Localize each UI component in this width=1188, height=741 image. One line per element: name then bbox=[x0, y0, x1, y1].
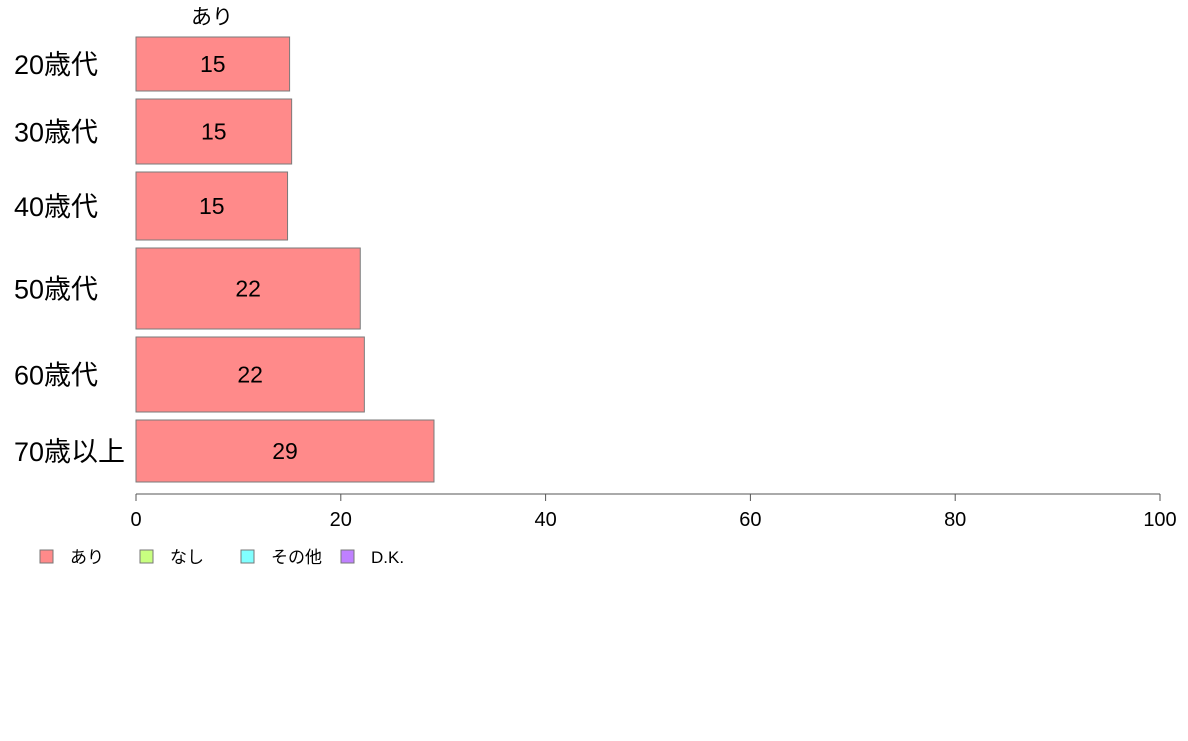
bar-segment bbox=[135, 171, 289, 241]
legend-swatch bbox=[139, 549, 154, 564]
bar-value-label: 29 bbox=[272, 438, 298, 464]
series-header: あり bbox=[191, 6, 233, 29]
legend-label: なし bbox=[170, 548, 204, 567]
category-label: 50歳代 bbox=[14, 275, 98, 305]
bar-value-label: 15 bbox=[199, 193, 225, 219]
bar-segment bbox=[135, 247, 361, 330]
bar-segment bbox=[135, 36, 291, 92]
legend-swatch bbox=[340, 549, 355, 564]
legend-label: その他 bbox=[271, 548, 322, 567]
legend: あり なし その他 D.K. bbox=[39, 548, 404, 567]
x-tick-label: 60 bbox=[739, 509, 761, 531]
bar-value-label: 15 bbox=[200, 51, 226, 77]
legend-swatch bbox=[39, 549, 54, 564]
x-tick-label: 0 bbox=[130, 509, 141, 531]
x-tick-label: 80 bbox=[944, 509, 966, 531]
x-tick-label: 20 bbox=[330, 509, 352, 531]
legend-label: D.K. bbox=[371, 548, 404, 567]
legend-swatch bbox=[240, 549, 255, 564]
bars-group: 20歳代 15 30歳代 15 40歳代 15 50歳代 22 60歳代 22 70歳以上 29 bbox=[14, 36, 435, 483]
category-label: 60歳代 bbox=[14, 361, 98, 391]
bar-segment bbox=[135, 98, 293, 165]
bar-value-label: 22 bbox=[237, 362, 263, 388]
bar-value-label: 15 bbox=[201, 119, 227, 145]
category-label: 40歳代 bbox=[14, 192, 98, 222]
category-label: 30歳代 bbox=[14, 118, 98, 148]
bar-value-label: 22 bbox=[235, 276, 261, 302]
category-label: 70歳以上 bbox=[14, 437, 125, 467]
bar-segment bbox=[135, 419, 435, 483]
legend-label: あり bbox=[70, 548, 104, 567]
x-axis: 0 20 40 60 80 100 bbox=[130, 493, 1177, 531]
x-tick-label: 40 bbox=[534, 509, 556, 531]
category-label: 20歳代 bbox=[14, 50, 98, 80]
bar-segment bbox=[135, 336, 365, 413]
x-tick-label: 100 bbox=[1143, 509, 1176, 531]
